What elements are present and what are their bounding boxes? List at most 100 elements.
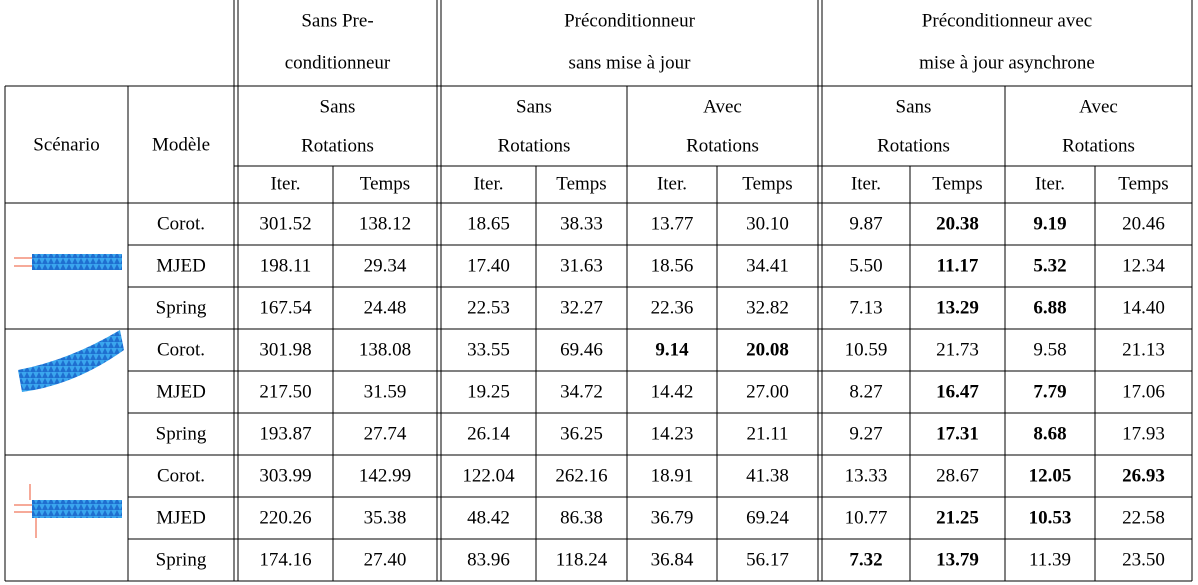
column-header: Temps: [742, 173, 792, 194]
value-cell: 38.33: [560, 213, 603, 234]
value-cell: 10.53: [1029, 507, 1072, 528]
value-cell: 122.04: [462, 465, 515, 486]
subgroup-header: Rotations: [1062, 135, 1135, 156]
value-cell: 220.26: [259, 507, 311, 528]
value-cell: 31.63: [560, 255, 603, 276]
value-cell: 34.41: [746, 255, 789, 276]
value-cell: 41.38: [746, 465, 789, 486]
scenario-header: Scénario: [33, 134, 99, 155]
value-cell: 217.50: [259, 381, 311, 402]
value-cell: 174.16: [259, 549, 311, 570]
value-cell: 22.53: [467, 297, 510, 318]
subgroup-header: Rotations: [877, 135, 950, 156]
column-header: Temps: [1118, 173, 1168, 194]
value-cell: 7.13: [849, 297, 882, 318]
model-cell: Spring: [156, 423, 207, 444]
value-cell: 28.67: [936, 465, 979, 486]
value-cell: 9.87: [849, 213, 882, 234]
scenario-3-icon: [14, 484, 122, 538]
value-cell: 26.93: [1122, 465, 1165, 486]
model-cell: MJED: [156, 255, 206, 276]
value-cell: 8.68: [1033, 423, 1066, 444]
subgroup-header: Sans: [896, 96, 932, 117]
value-cell: 118.24: [556, 549, 608, 570]
value-cell: 69.46: [560, 339, 603, 360]
value-cell: 21.13: [1122, 339, 1165, 360]
value-cell: 142.99: [359, 465, 411, 486]
column-header: Temps: [556, 173, 606, 194]
value-cell: 27.00: [746, 381, 789, 402]
column-header: Iter.: [270, 173, 300, 194]
value-cell: 35.38: [364, 507, 407, 528]
group-header: Préconditionneur: [564, 10, 696, 31]
value-cell: 56.17: [746, 549, 789, 570]
value-cell: 301.52: [259, 213, 311, 234]
subgroup-header: Rotations: [686, 135, 759, 156]
value-cell: 18.56: [651, 255, 694, 276]
value-cell: 11.39: [1029, 549, 1071, 570]
value-cell: 7.32: [849, 549, 882, 570]
value-cell: 17.31: [936, 423, 979, 444]
value-cell: 9.58: [1033, 339, 1066, 360]
scenario-2-icon: [18, 330, 124, 392]
value-cell: 20.08: [746, 339, 789, 360]
value-cell: 26.14: [467, 423, 510, 444]
value-cell: 69.24: [746, 507, 789, 528]
subgroup-header: Rotations: [301, 135, 374, 156]
value-cell: 36.84: [651, 549, 694, 570]
group-header: conditionneur: [285, 52, 391, 73]
value-cell: 22.58: [1122, 507, 1165, 528]
scenario-1-icon: [14, 254, 122, 270]
value-cell: 31.59: [364, 381, 407, 402]
subgroup-header: Avec: [703, 96, 742, 117]
value-cell: 27.40: [364, 549, 407, 570]
value-cell: 9.14: [655, 339, 689, 360]
value-cell: 6.88: [1033, 297, 1066, 318]
value-cell: 32.27: [560, 297, 603, 318]
value-cell: 13.79: [936, 549, 979, 570]
group-header: sans mise à jour: [569, 52, 692, 73]
column-header: Temps: [932, 173, 982, 194]
value-cell: 12.05: [1029, 465, 1072, 486]
value-cell: 9.19: [1033, 213, 1066, 234]
value-cell: 23.50: [1122, 549, 1165, 570]
column-header: Iter.: [657, 173, 687, 194]
value-cell: 18.91: [651, 465, 694, 486]
value-cell: 16.47: [936, 381, 979, 402]
value-cell: 9.27: [849, 423, 882, 444]
value-cell: 21.11: [746, 423, 788, 444]
value-cell: 12.34: [1122, 255, 1165, 276]
value-cell: 83.96: [467, 549, 510, 570]
value-cell: 34.72: [560, 381, 603, 402]
group-header: mise à jour asynchrone: [919, 52, 1095, 73]
group-header: Sans Pre-: [301, 10, 373, 31]
value-cell: 29.34: [364, 255, 407, 276]
value-cell: 10.59: [845, 339, 888, 360]
value-cell: 30.10: [746, 213, 789, 234]
value-cell: 33.55: [467, 339, 510, 360]
value-cell: 14.23: [651, 423, 694, 444]
value-cell: 303.99: [259, 465, 311, 486]
model-cell: MJED: [156, 381, 206, 402]
value-cell: 13.33: [845, 465, 888, 486]
value-cell: 32.82: [746, 297, 789, 318]
value-cell: 17.40: [467, 255, 510, 276]
value-cell: 48.42: [467, 507, 510, 528]
value-cell: 193.87: [259, 423, 311, 444]
results-table: Sans Pre-conditionneur Préconditionneur sa…: [0, 0, 1198, 585]
value-cell: 24.48: [364, 297, 407, 318]
model-cell: Corot.: [157, 339, 205, 360]
subgroup-header: Sans: [320, 96, 356, 117]
model-header: Modèle: [152, 134, 210, 155]
value-cell: 13.77: [651, 213, 694, 234]
value-cell: 21.73: [936, 339, 979, 360]
value-cell: 167.54: [259, 297, 312, 318]
model-cell: Spring: [156, 297, 207, 318]
value-cell: 19.25: [467, 381, 510, 402]
model-cell: Corot.: [157, 213, 205, 234]
value-cell: 18.65: [467, 213, 510, 234]
value-cell: 5.50: [849, 255, 882, 276]
value-cell: 20.46: [1122, 213, 1165, 234]
subgroup-header: Sans: [516, 96, 552, 117]
value-cell: 14.40: [1122, 297, 1165, 318]
